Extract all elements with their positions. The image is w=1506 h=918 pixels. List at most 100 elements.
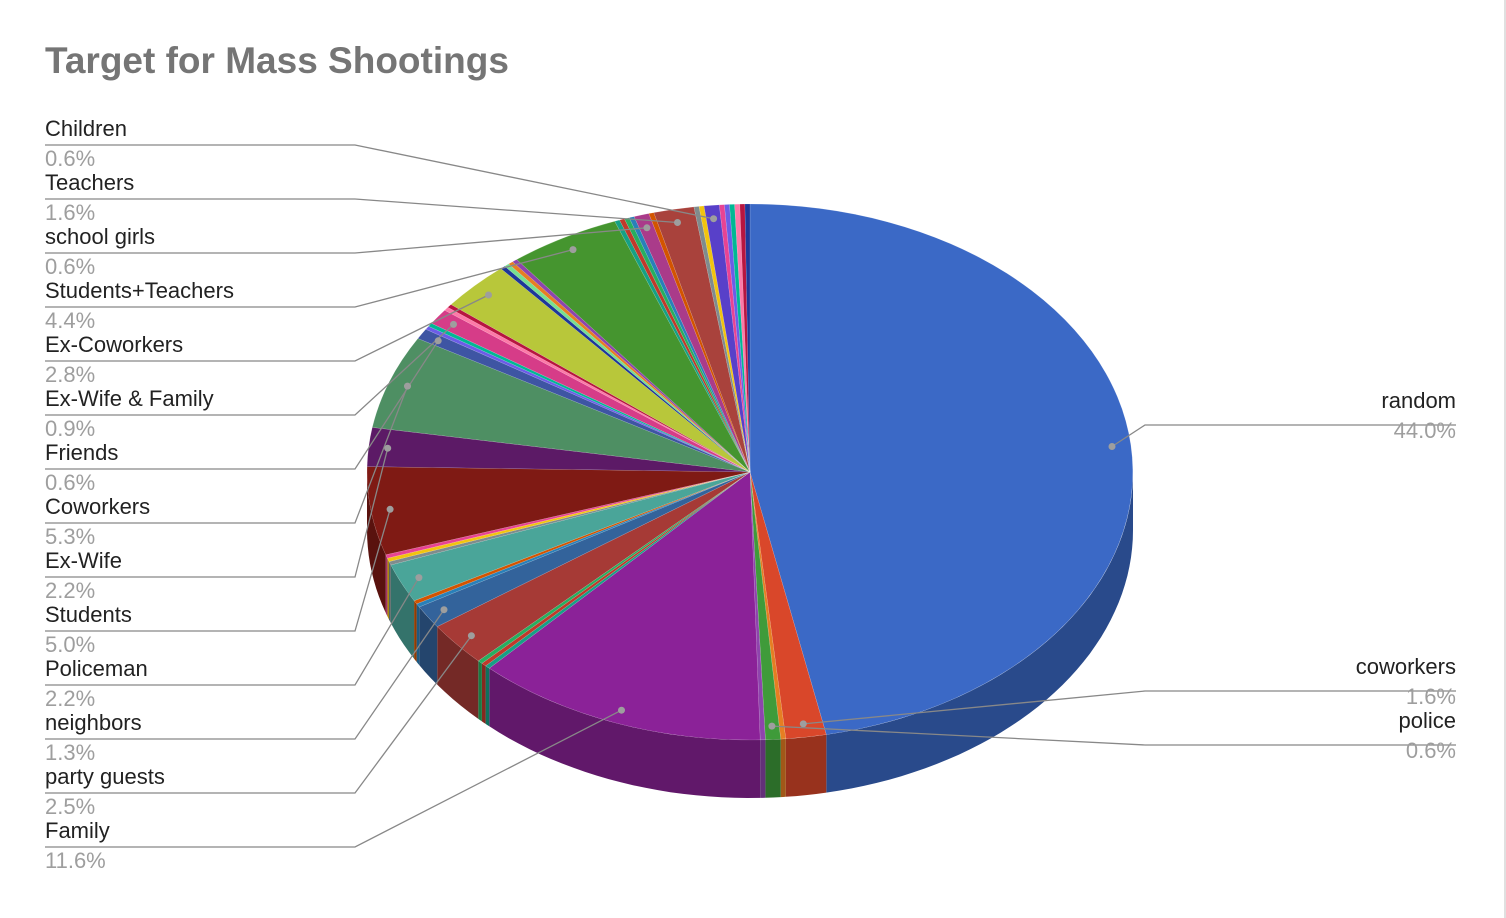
slice-value-ex-wife: 2.2% (45, 578, 95, 603)
pie-slice-other (749, 471, 766, 741)
pie-slice-children (703, 204, 751, 473)
panel-edge (1504, 0, 1506, 918)
pie-slice-other (416, 471, 751, 608)
leader-line-ex-wife (45, 448, 389, 578)
pie-slice-party-guests (436, 471, 751, 662)
pie-slice-other (447, 304, 751, 473)
pie-slice-other (698, 205, 751, 473)
pie-slice-other (724, 204, 751, 473)
leader-dot-police (768, 722, 776, 730)
slice-value-party-guests: 2.5% (45, 794, 95, 819)
leader-dot-teachers (674, 219, 681, 226)
leader-line-coworkers (803, 690, 1456, 725)
pie-slice-other (425, 325, 751, 473)
leader-line-students (45, 509, 391, 632)
pie-slice-side (416, 603, 420, 665)
slice-label-coworkers: coworkers (1356, 654, 1456, 679)
leader-line-policeman (45, 577, 420, 686)
leader-line-friends (45, 340, 439, 470)
slice-label-neighbors: neighbors (45, 710, 142, 735)
leader-line-coworkers (45, 385, 409, 524)
pie-slice-other (734, 203, 751, 473)
slice-label-children: Children (45, 116, 127, 141)
pie-slice-coworkers (371, 338, 751, 473)
slice-label-students-teachers: Students+Teachers (45, 278, 234, 303)
pie-slice-side (481, 663, 486, 724)
pie-slice-other (387, 471, 751, 562)
pie-slice-other (388, 471, 751, 566)
leader-dot-coworkers (404, 382, 411, 390)
slice-label-coworkers: Coworkers (45, 494, 150, 519)
pie-slice-other (729, 203, 751, 473)
slice-value-school-girls: 0.6% (45, 254, 95, 279)
pie-slice-side (489, 668, 761, 798)
leader-line-teachers (45, 198, 678, 224)
slice-label-random: random (1381, 388, 1456, 413)
pie-slice-side (389, 561, 391, 623)
leader-line-neighbors (45, 609, 445, 740)
pie-slice-students-teachers (516, 221, 751, 473)
leader-dot-friends (434, 337, 442, 345)
pie-slice-other (648, 212, 751, 473)
pie-slice-friends (417, 328, 751, 473)
slice-label-ex-coworkers: Ex-Coworkers (45, 332, 183, 357)
pie-slice-other (477, 471, 751, 664)
slice-value-students: 5.0% (45, 632, 95, 657)
pie-slice-family (488, 471, 761, 741)
slice-value-police: 0.6% (1406, 738, 1456, 763)
pie-slice-side (387, 558, 389, 620)
chart-title: Target for Mass Shootings (45, 40, 509, 81)
pie-slice-school-girls (633, 213, 751, 473)
leader-dot-party-guests (467, 632, 475, 640)
leader-dot-students-teachers (569, 246, 577, 254)
leader-dot-family (618, 706, 625, 714)
pie-slice-other (628, 216, 751, 473)
leader-line-students-teachers (45, 248, 574, 308)
pie-slice-side (760, 739, 766, 798)
leader-line-ex-coworkers (45, 294, 489, 362)
pie-slice-other (508, 261, 751, 473)
leader-line-children (45, 144, 714, 220)
leader-line-family (45, 709, 622, 848)
leader-dot-school-girls (643, 224, 651, 232)
pie-slice-side (414, 600, 417, 662)
pie-slice-side (765, 739, 781, 798)
pie-slice-side (826, 472, 1133, 793)
slice-value-neighbors: 1.3% (45, 740, 95, 765)
pie-slice-side (785, 734, 827, 797)
slice-value-policeman: 2.2% (45, 686, 95, 711)
pie-slice-other (413, 471, 751, 605)
pie-slice-neighbors (418, 471, 751, 627)
pie-slice-teachers (653, 206, 751, 473)
slice-label-students: Students (45, 602, 132, 627)
pie-slice-side (478, 660, 482, 722)
leader-dot-policeman (415, 574, 423, 582)
pie-slice-other (512, 259, 751, 473)
pie-slice-other (719, 204, 751, 473)
leader-line-police (771, 725, 1456, 746)
pie-side (367, 472, 1133, 798)
pie-slice-side (437, 626, 479, 719)
pie-slice-side (385, 554, 388, 617)
pie-slice-policeman (390, 471, 751, 602)
pie-slice-other (385, 471, 751, 559)
slice-label-family: Family (45, 818, 110, 843)
pie-slice-other (444, 306, 751, 473)
leader-line-party-guests (45, 635, 472, 794)
slice-label-policeman: Policeman (45, 656, 148, 681)
pie-top (366, 203, 1134, 741)
pie-slice-random (749, 203, 1134, 735)
pie-slice-other (744, 203, 751, 473)
slice-value-friends: 0.6% (45, 470, 95, 495)
slice-value-coworkers: 5.3% (45, 524, 95, 549)
slice-label-police: police (1399, 708, 1456, 733)
pie-slice-side (390, 565, 415, 659)
leader-dot-ex-wife (384, 444, 392, 452)
pie-slice-other (749, 471, 787, 740)
slice-value-family: 11.6% (45, 848, 106, 873)
slice-label-party-guests: party guests (45, 764, 165, 789)
slice-value-children: 0.6% (45, 146, 95, 171)
slice-label-friends: Friends (45, 440, 118, 465)
leader-dot-students (386, 505, 394, 513)
